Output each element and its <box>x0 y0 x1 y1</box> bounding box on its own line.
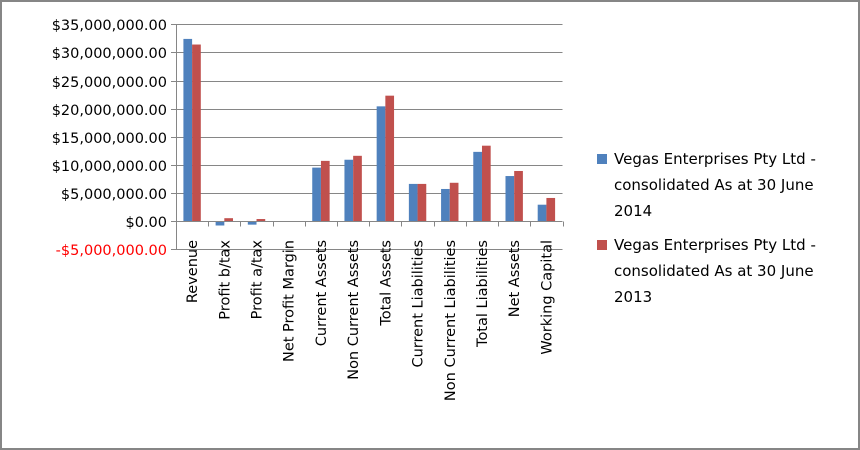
legend-swatch-2014 <box>597 154 607 164</box>
bar-2014 <box>215 221 225 226</box>
legend-label-2014: Vegas Enterprises Pty Ltd - consolidated… <box>614 150 816 220</box>
bar-2014 <box>408 183 418 221</box>
bar-2013 <box>481 145 491 221</box>
bar-2013 <box>256 219 266 221</box>
bar-2014 <box>537 204 547 221</box>
legend: Vegas Enterprises Pty Ltd - consolidated… <box>596 146 846 318</box>
x-tick-label: Current Assets <box>314 240 330 346</box>
bar-2014 <box>247 221 257 225</box>
x-tick-label: Revenue <box>185 240 201 303</box>
x-tick-label: Net Profit Margin <box>282 240 298 362</box>
bar-2014 <box>312 167 321 221</box>
bar-2013 <box>353 155 362 221</box>
x-axis-tick-labels: Revenue Profit b/tax Profit a/tax Net Profi… <box>185 240 555 401</box>
bar-2014 <box>441 188 450 221</box>
y-tick-label: $20,000,000.00 <box>52 103 167 119</box>
y-tick-label: $15,000,000.00 <box>52 131 167 147</box>
bar-2013 <box>546 197 556 221</box>
legend-label-2013: Vegas Enterprises Pty Ltd - consolidated… <box>614 236 816 306</box>
x-tick-label: Total Assets <box>378 240 394 327</box>
y-tick-label: $5,000,000.00 <box>61 187 167 203</box>
x-tick-label: Profit b/tax <box>217 240 233 320</box>
bar-2014 <box>473 151 482 221</box>
bar-2013 <box>192 44 201 221</box>
y-axis-tick-labels: $35,000,000.00 $30,000,000.00 $25,000,000.… <box>52 18 167 259</box>
y-tick-label: $25,000,000.00 <box>52 75 167 91</box>
x-tick-label: Non Current Liabilities <box>443 240 459 401</box>
y-tick-label: -$5,000,000.00 <box>56 243 167 259</box>
bar-2014 <box>376 106 386 221</box>
bar-2014 <box>183 38 193 221</box>
x-tick-label: Net Assets <box>507 240 523 317</box>
legend-item-2014: Vegas Enterprises Pty Ltd - consolidated… <box>596 146 846 224</box>
bar-2013 <box>417 183 427 221</box>
y-tick-label: $30,000,000.00 <box>52 46 167 62</box>
x-tick-label: Working Capital <box>539 240 555 355</box>
x-tick-label: Non Current Assets <box>346 240 362 380</box>
y-tick-label: $10,000,000.00 <box>52 159 167 175</box>
x-tick-label: Total Liabilities <box>475 240 491 348</box>
bar-2013 <box>224 218 234 221</box>
bar-2014 <box>344 159 354 221</box>
bar-2013 <box>320 160 330 221</box>
bar-2013 <box>449 182 459 221</box>
legend-swatch-2013 <box>597 240 607 250</box>
x-tick-label: Current Liabilities <box>411 240 427 368</box>
bar-2013 <box>514 170 523 221</box>
bar-2013 <box>385 95 395 221</box>
axes <box>171 24 564 250</box>
y-tick-label: $0.00 <box>125 215 167 231</box>
bars <box>183 38 556 226</box>
y-tick-label: $35,000,000.00 <box>52 18 167 34</box>
legend-item-2013: Vegas Enterprises Pty Ltd - consolidated… <box>596 232 846 310</box>
bar-2014 <box>505 176 515 221</box>
gridlines <box>176 24 563 250</box>
x-tick-label: Profit a/tax <box>250 240 266 320</box>
